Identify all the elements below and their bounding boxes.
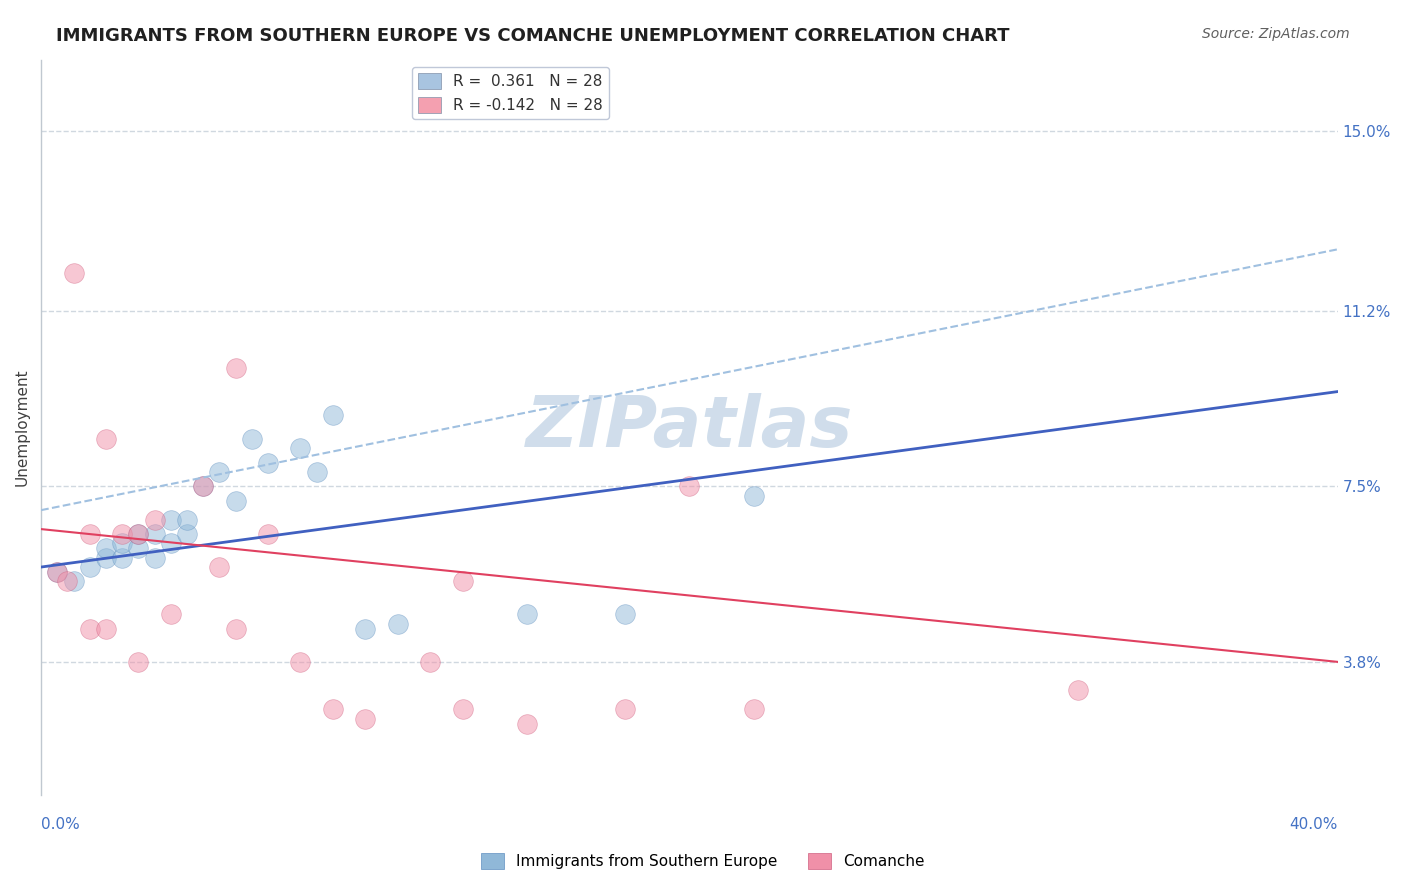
Point [613,607,636,622]
Y-axis label: Unemployment: Unemployment [15,368,30,486]
Point [46,565,69,579]
Text: IMMIGRANTS FROM SOUTHERN EUROPE VS COMANCHE UNEMPLOYMENT CORRELATION CHART: IMMIGRANTS FROM SOUTHERN EUROPE VS COMAN… [56,27,1010,45]
Point [111,550,134,565]
Point [240,432,263,446]
Point [127,655,149,669]
Point [208,465,231,479]
Point [305,465,328,479]
Point [176,526,198,541]
Point [290,655,312,669]
Point [143,526,166,541]
Point [94,541,117,555]
Point [46,565,69,579]
Point [678,479,700,493]
Point [193,479,215,493]
Point [111,536,134,550]
Point [94,550,117,565]
Point [56,574,79,589]
Point [742,702,765,716]
Point [516,607,538,622]
Point [143,513,166,527]
Point [516,716,538,731]
Point [354,712,377,726]
Point [62,266,84,280]
Point [322,702,344,716]
Point [451,702,474,716]
Point [127,526,149,541]
Point [176,513,198,527]
Point [143,550,166,565]
Point [193,479,215,493]
Point [79,622,101,636]
Point [111,526,134,541]
Text: ZIPatlas: ZIPatlas [526,392,853,462]
Point [79,526,101,541]
Point [322,409,344,423]
Point [208,560,231,574]
Point [257,456,280,470]
Point [159,607,181,622]
Text: 40.0%: 40.0% [1289,817,1337,832]
Point [94,622,117,636]
Point [451,574,474,589]
Legend: Immigrants from Southern Europe, Comanche: Immigrants from Southern Europe, Comanch… [475,847,931,875]
Point [387,616,409,631]
Point [613,702,636,716]
Text: Source: ZipAtlas.com: Source: ZipAtlas.com [1202,27,1350,41]
Text: 0.0%: 0.0% [41,817,80,832]
Point [742,489,765,503]
Point [257,526,280,541]
Point [1067,683,1090,698]
Point [94,432,117,446]
Point [225,493,247,508]
Point [290,442,312,456]
Point [225,360,247,375]
Point [127,526,149,541]
Point [354,622,377,636]
Point [62,574,84,589]
Point [79,560,101,574]
Point [159,513,181,527]
Point [225,622,247,636]
Legend: R =  0.361   N = 28, R = -0.142   N = 28: R = 0.361 N = 28, R = -0.142 N = 28 [412,67,609,119]
Point [419,655,441,669]
Point [127,541,149,555]
Point [159,536,181,550]
